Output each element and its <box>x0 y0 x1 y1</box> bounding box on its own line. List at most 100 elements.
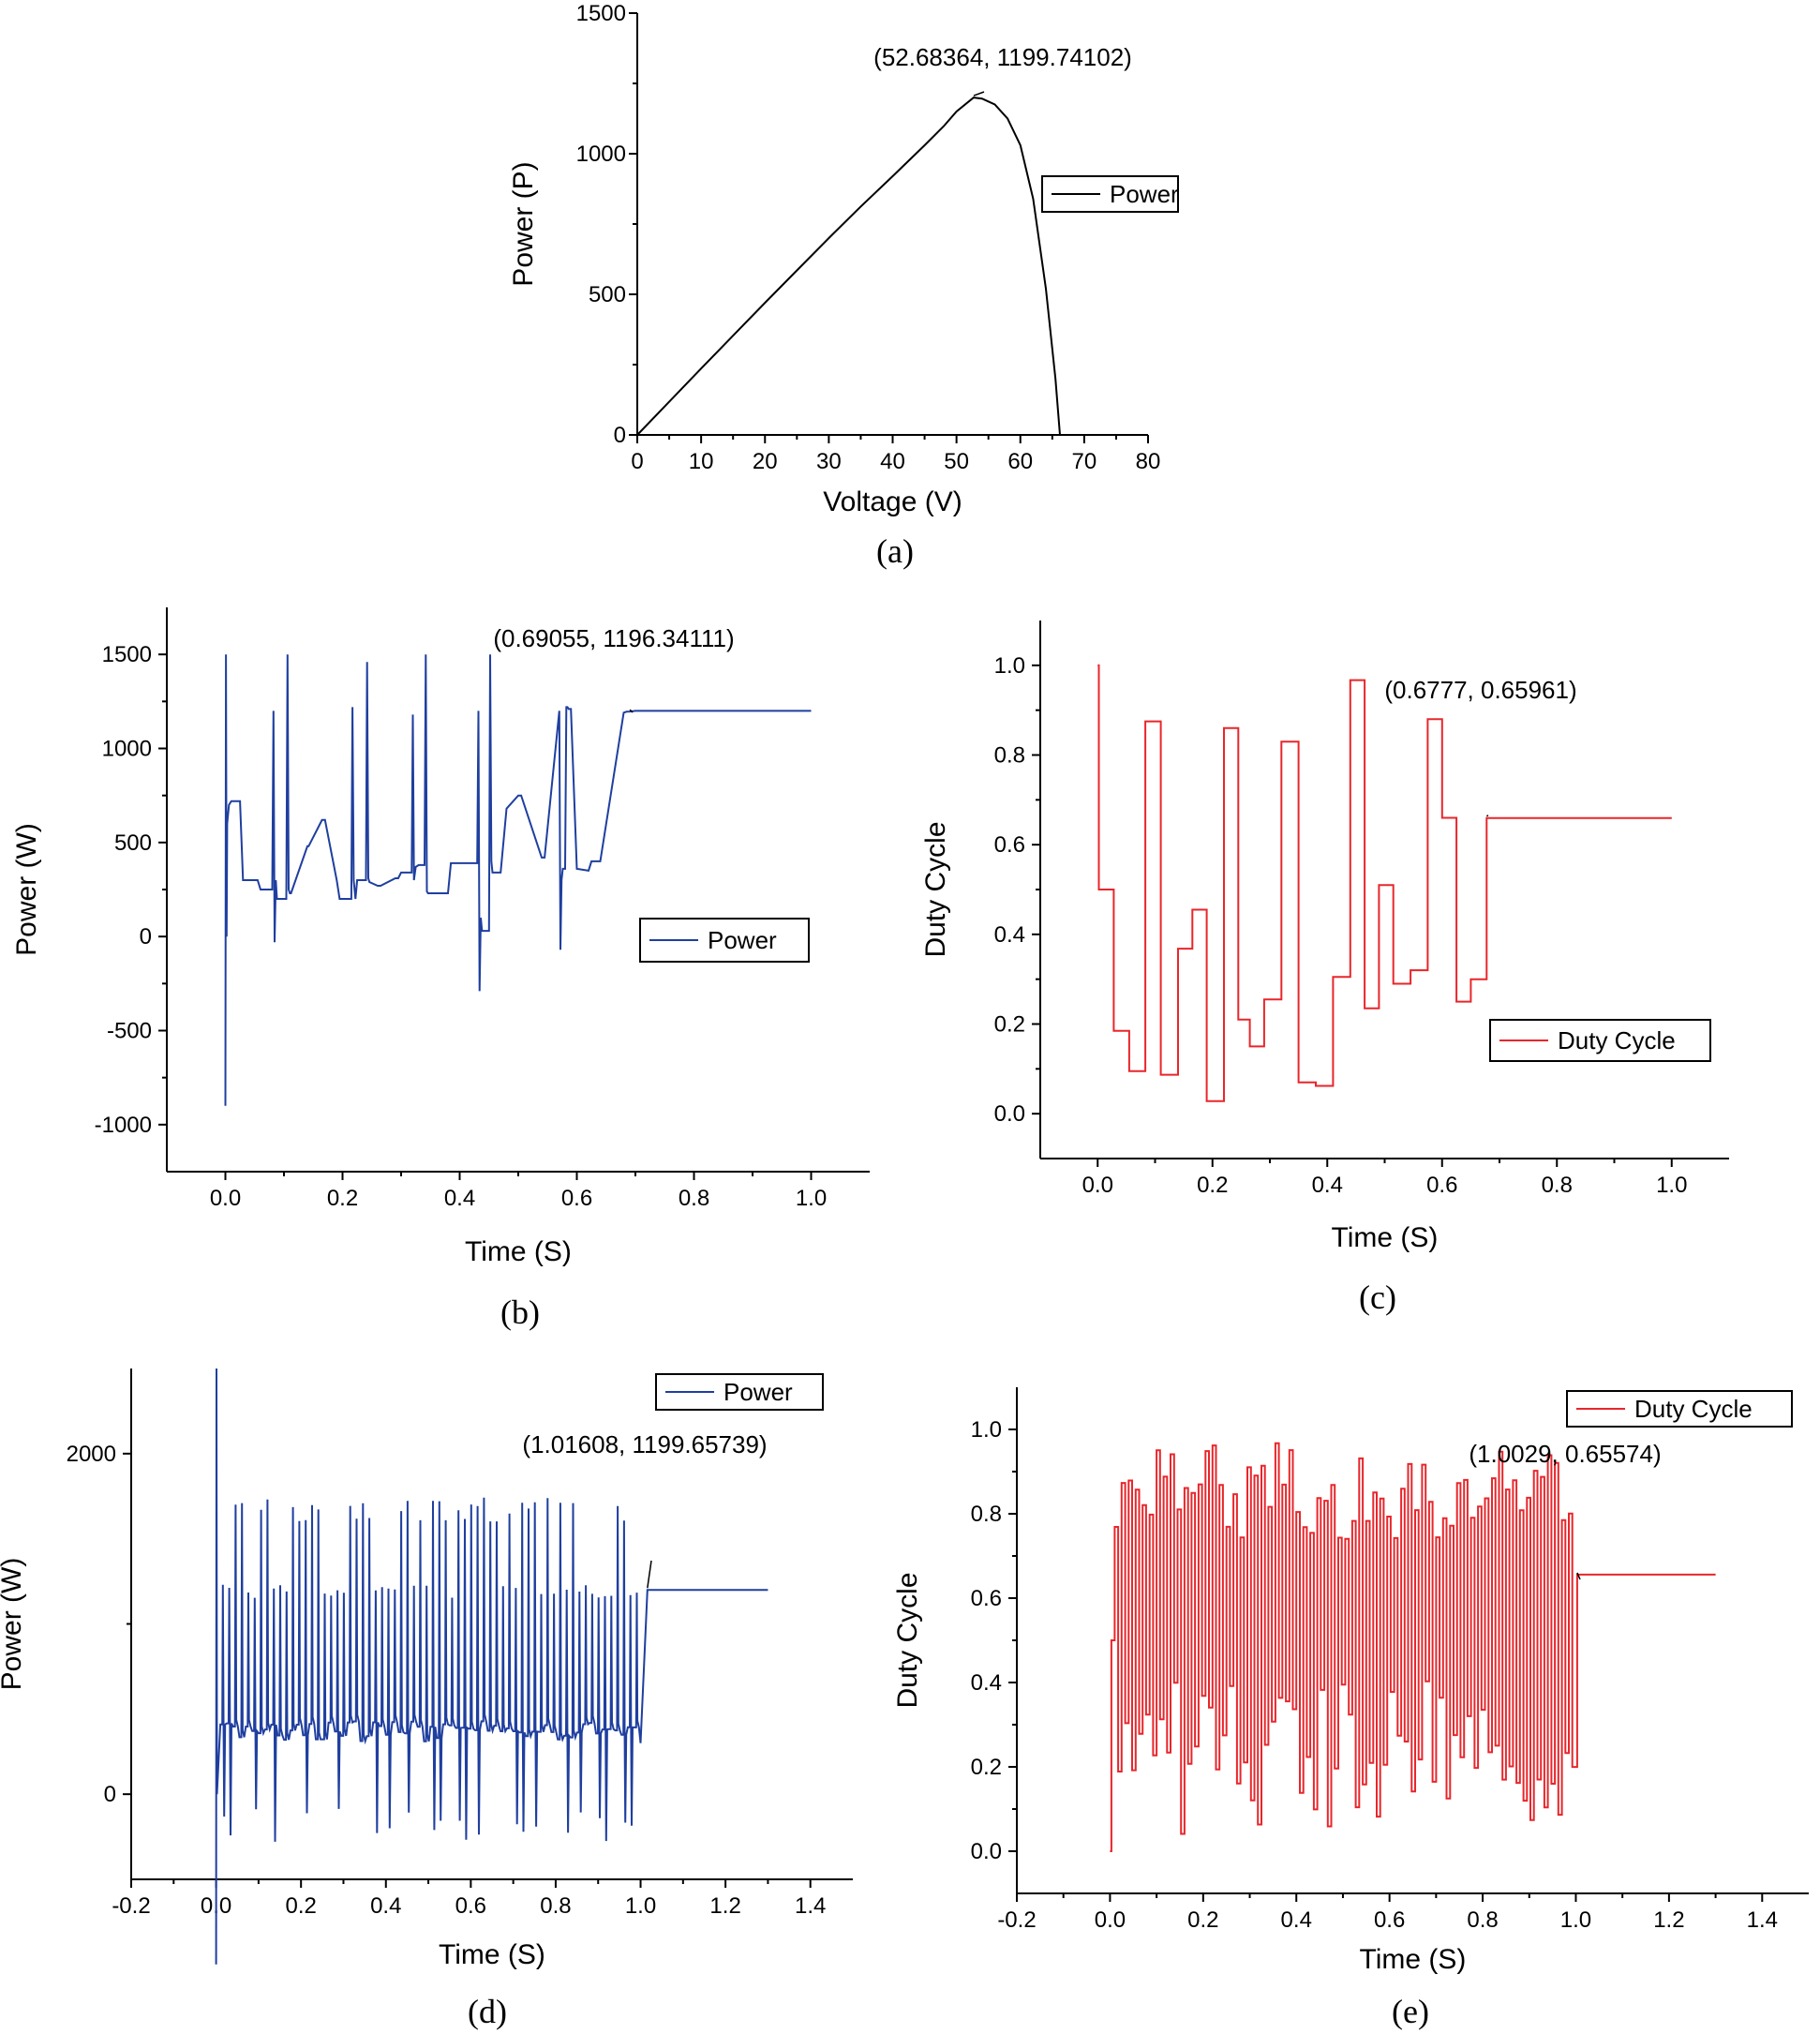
chart-b: 0.0 0.2 0.4 0.6 0.8 1.0 -1000 -500 0 500 1000 1500 T… <box>11 607 870 1331</box>
y-tick-label: 500 <box>589 282 626 307</box>
x-tick-label: 40 <box>880 449 905 474</box>
y-tick-label: 0 <box>140 924 152 950</box>
series-line-power <box>224 654 812 1106</box>
x-tick-label: 0.6 <box>561 1186 592 1211</box>
x-axis-title: Time (S) <box>1332 1222 1439 1253</box>
x-tick-label: 1.0 <box>1656 1173 1687 1198</box>
y-tick-label: 0 <box>614 423 626 448</box>
panel-caption: (a) <box>876 532 914 570</box>
x-tick-label: 0.2 <box>1187 1907 1218 1933</box>
x-tick-label: 0.4 <box>444 1186 475 1211</box>
y-tick-label: 0.2 <box>994 1012 1025 1038</box>
y-tick-label: 1500 <box>102 642 152 667</box>
legend-label: Power <box>1110 180 1179 208</box>
x-tick-label: 1.0 <box>1560 1907 1591 1933</box>
y-tick-label: 0.4 <box>971 1670 1002 1696</box>
x-tick-label: 0.4 <box>1281 1907 1312 1933</box>
y-tick-label: 0.8 <box>994 743 1025 769</box>
x-tick-label: 0.8 <box>540 1893 571 1919</box>
y-tick-label: 1000 <box>576 142 626 167</box>
y-axis-title: Power (W) <box>11 823 42 956</box>
y-tick-label: -1000 <box>95 1113 152 1138</box>
x-tick-label: 0.8 <box>1542 1173 1573 1198</box>
legend-box <box>639 918 810 963</box>
x-tick-label: 1.4 <box>795 1893 826 1919</box>
x-tick-label: 1.0 <box>796 1186 827 1211</box>
panel-caption: (b) <box>500 1294 540 1331</box>
x-tick-label: 0.0 <box>1095 1907 1126 1933</box>
annotation-label: (0.69055, 1196.34111) <box>493 624 734 652</box>
annotation-label: (52.68364, 1199.74102) <box>873 43 1132 71</box>
x-axis-title: Time (S) <box>1360 1944 1467 1975</box>
y-axis-title: Power (P) <box>508 161 539 286</box>
chart-c: 0.0 0.2 0.4 0.6 0.8 1.0 0.0 0.2 0.4 0.6 0.8 1.0 Time… <box>920 621 1729 1316</box>
x-tick-label: 0.8 <box>679 1186 709 1211</box>
x-tick-label: 0.8 <box>1467 1907 1498 1933</box>
x-axis-title: Time (S) <box>465 1236 572 1267</box>
series-line-power <box>215 1368 768 1965</box>
x-tick-label: 50 <box>944 449 969 474</box>
y-axis-title: Duty Cycle <box>920 821 951 957</box>
y-axis-title: Power (W) <box>0 1558 27 1691</box>
x-tick-label: 10 <box>689 449 714 474</box>
y-tick-label: 0.6 <box>994 832 1025 858</box>
legend-label: Power <box>724 1378 793 1406</box>
x-tick-label: 0.6 <box>455 1893 486 1919</box>
y-axis-title: Duty Cycle <box>892 1572 923 1708</box>
x-tick-label: 0.4 <box>370 1893 401 1919</box>
x-tick-label: 0.6 <box>1426 1173 1457 1198</box>
y-tick-label: 1.0 <box>971 1417 1002 1443</box>
panel-caption: (c) <box>1359 1279 1396 1316</box>
legend-label: Duty Cycle <box>1558 1026 1676 1054</box>
annotation-label: (1.01608, 1199.65739) <box>522 1430 767 1458</box>
y-tick-label: 2000 <box>67 1442 116 1467</box>
y-tick-label: 0 <box>104 1782 116 1807</box>
x-tick-label: 70 <box>1072 449 1097 474</box>
x-tick-label: 0.2 <box>1197 1173 1228 1198</box>
x-tick-label: 0.4 <box>1312 1173 1343 1198</box>
y-tick-label: 500 <box>114 830 152 856</box>
y-tick-label: 1.0 <box>994 653 1025 679</box>
series-line-duty-cycle <box>1097 664 1672 1102</box>
x-tick-label: 60 <box>1007 449 1033 474</box>
y-tick-label: 0.6 <box>971 1586 1002 1611</box>
x-tick-label: 0 <box>631 449 643 474</box>
x-tick-label: 0.2 <box>327 1186 358 1211</box>
y-tick-label: 1000 <box>102 737 152 762</box>
series-line-duty-cycle <box>1110 1442 1716 1852</box>
y-tick-label: -500 <box>107 1019 152 1044</box>
x-tick-label: -0.2 <box>112 1893 150 1919</box>
panel-caption: (e) <box>1392 1993 1429 2030</box>
x-axis-title: Time (S) <box>439 1939 545 1970</box>
series-line-power <box>636 97 1061 436</box>
x-tick-label: 0.0 <box>1082 1173 1113 1198</box>
x-tick-label: 0.2 <box>285 1893 316 1919</box>
x-axis-title: Voltage (V) <box>823 486 962 517</box>
x-tick-label: 20 <box>753 449 778 474</box>
x-tick-label: 1.2 <box>709 1893 740 1919</box>
annotation-label: (1.0029, 0.65574) <box>1469 1440 1661 1468</box>
annotation-leader <box>647 1560 652 1589</box>
x-tick-label: -0.2 <box>997 1907 1036 1933</box>
y-tick-label: 0.0 <box>971 1839 1002 1864</box>
annotation-leader <box>973 91 985 97</box>
x-tick-label: 0.6 <box>1374 1907 1405 1933</box>
panel-caption: (d) <box>468 1993 507 2030</box>
annotation-leader <box>1576 1572 1581 1580</box>
legend-label: Power <box>708 926 777 954</box>
y-tick-label: 0.8 <box>971 1502 1002 1527</box>
x-tick-label: 1.4 <box>1747 1907 1778 1933</box>
y-tick-label: 1500 <box>576 1 626 26</box>
y-tick-label: 0.2 <box>971 1755 1002 1780</box>
annotation-label: (0.6777, 0.65961) <box>1384 676 1576 704</box>
x-tick-label: 1.2 <box>1653 1907 1684 1933</box>
x-tick-label: 30 <box>816 449 842 474</box>
chart-a: 0 10 20 30 40 50 60 70 80 0 500 1000 1500 Voltage (V)… <box>508 1 1179 570</box>
y-tick-label: 0.0 <box>994 1101 1025 1127</box>
x-tick-label: 0.0 <box>210 1186 241 1211</box>
x-tick-label: 1.0 <box>625 1893 656 1919</box>
y-tick-label: 0.4 <box>994 922 1025 948</box>
legend-label: Duty Cycle <box>1634 1395 1753 1423</box>
